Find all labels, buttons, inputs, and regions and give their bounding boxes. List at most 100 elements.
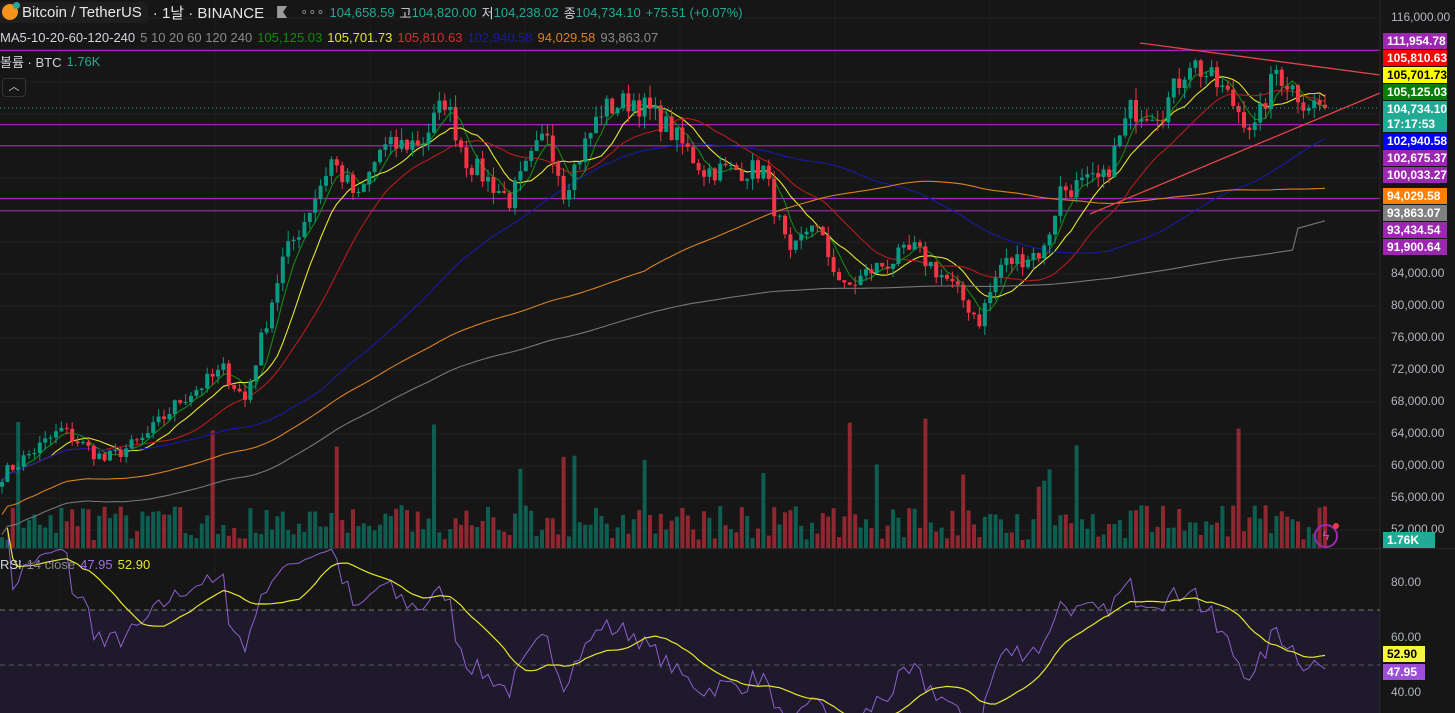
volume-bar [1107, 523, 1111, 548]
candle-body [950, 278, 955, 282]
volume-bar [842, 516, 847, 548]
rsi-ma-value: 52.90 [117, 557, 151, 572]
volume-bar [621, 514, 625, 548]
volume-bar [118, 506, 123, 548]
more-icon[interactable]: ∘∘∘ [300, 4, 325, 19]
candle-body [356, 191, 361, 193]
candle-body [437, 100, 442, 113]
volume-bar [1058, 515, 1063, 548]
price-tick-label: 76,000.00 [1391, 330, 1445, 344]
chevron-up-icon[interactable]: ︿ [2, 78, 26, 97]
rsi-value: 47.95 [80, 557, 113, 572]
ma-legend[interactable]: MA5-10-20-60-120-240 5 10 20 60 120 240 … [0, 27, 658, 47]
candle-body [86, 441, 91, 446]
candle-body [626, 93, 631, 112]
horizontal-levels [0, 49, 1380, 212]
volume-bar [151, 511, 156, 548]
volume-bar [1134, 510, 1138, 548]
volume-bar [901, 537, 906, 548]
symbol-title[interactable]: Bitcoin / TetherUS [0, 1, 148, 23]
candle-body [442, 100, 447, 110]
candle-body [1047, 234, 1052, 246]
price-tick-label: 68,000.00 [1391, 394, 1445, 408]
candle-body [858, 275, 863, 285]
candle-body [270, 302, 274, 329]
candle-body [205, 373, 210, 389]
candle-body [59, 427, 64, 432]
volume-bar [642, 459, 647, 548]
volume-bar [1296, 521, 1300, 548]
ohlc-open: 104,658.59 [329, 4, 395, 20]
volume-bar [896, 517, 901, 548]
candle-body [329, 159, 334, 176]
volume-bar [626, 533, 631, 548]
volume-bar [869, 528, 874, 548]
candle-body [1204, 76, 1209, 78]
candle-body [432, 112, 436, 133]
volume-bar [1242, 531, 1246, 548]
candle-body [118, 449, 123, 458]
candle-body [853, 284, 858, 286]
candle-body [1063, 186, 1068, 191]
volume-bar [372, 530, 377, 548]
candle-body [685, 143, 690, 147]
ohlc-close: 104,734.10 [575, 4, 641, 20]
volume-bar [1306, 527, 1311, 548]
volume-bar [1220, 506, 1225, 548]
volume-bar [739, 507, 744, 548]
volume-bar [469, 525, 474, 548]
candle-body [745, 179, 750, 181]
volume-bar [1085, 528, 1090, 548]
candle-body [1069, 190, 1074, 198]
volume-bar [243, 538, 247, 548]
volume-bar [540, 529, 544, 548]
candle-body [669, 116, 674, 141]
candle-body [156, 416, 161, 423]
interval-exchange[interactable]: · 1날 · BINANCE [152, 4, 265, 22]
trendline-lower[interactable] [1089, 92, 1381, 215]
volume-bar [334, 446, 339, 548]
volume-bar [1161, 505, 1165, 548]
volume-legend[interactable]: 볼륨 · BTC 1.76K [0, 52, 100, 70]
rsi-legend[interactable]: RSI 14 close 47.95 52.90 [0, 557, 150, 572]
candle-body [183, 401, 188, 403]
candle-body [1252, 122, 1257, 130]
candle-body [1209, 67, 1214, 77]
price-tag: 105,701.73 [1383, 67, 1447, 83]
candle-body [410, 140, 415, 150]
ma5-value: 105,125.03 [257, 29, 323, 45]
volume-bar [140, 511, 145, 548]
lightning-icon[interactable]: ϟ [1314, 523, 1339, 548]
volume-bar [1004, 532, 1009, 548]
flag-icon[interactable] [277, 6, 288, 18]
volume-bar [286, 530, 291, 548]
rsi-line [6, 527, 1326, 713]
candle-body [81, 441, 85, 444]
candle-body [129, 439, 134, 449]
candle-body [135, 439, 139, 441]
candle-body [70, 428, 75, 442]
candle-body [756, 160, 760, 179]
volume-bar [815, 533, 820, 548]
candle-body [1215, 67, 1219, 87]
candle-body [513, 180, 517, 209]
volume-bars [0, 418, 1327, 548]
candle-body [1290, 85, 1295, 90]
ma120-line [1, 180, 1326, 515]
candle-body [361, 184, 366, 192]
candle-body [534, 140, 539, 151]
trendline-upper[interactable] [1139, 42, 1381, 76]
candle-body [1074, 180, 1079, 198]
ma240-line [1, 220, 1326, 535]
volume-bar [847, 422, 852, 548]
volume-bar [361, 523, 366, 548]
volume-bar [712, 538, 717, 548]
volume-bar [1096, 536, 1101, 548]
candle-body [540, 133, 544, 141]
volume-bar [448, 529, 453, 548]
volume-bar [1036, 486, 1041, 548]
volume-bar [1047, 469, 1052, 548]
ma60-line [1, 138, 1326, 483]
candle-body [318, 185, 323, 200]
